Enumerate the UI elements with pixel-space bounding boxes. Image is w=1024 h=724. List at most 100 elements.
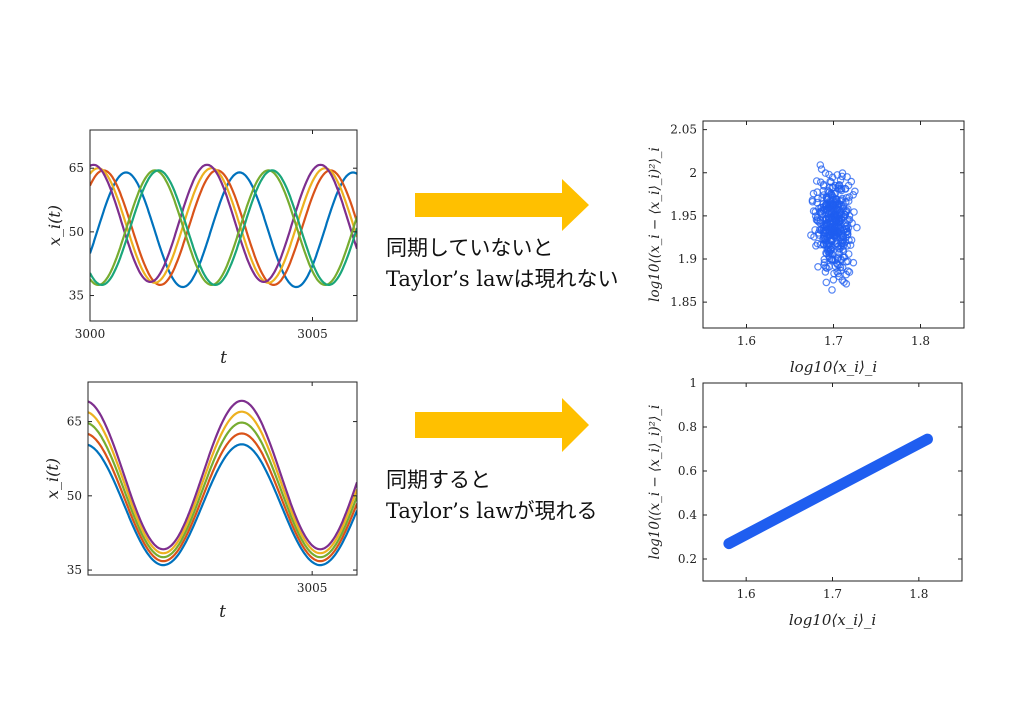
axes-frame [702, 382, 963, 582]
caption-synced-line1: 同期すると [386, 468, 491, 492]
scatter-point [821, 169, 830, 177]
scatter-point [813, 188, 822, 196]
x-tick-label: 1.8 [909, 587, 928, 601]
scatter-point [843, 173, 851, 181]
scatter-point [828, 183, 836, 192]
x-axis-label: log10⟨x_i⟩_i [790, 358, 877, 376]
y-tick-label: 1.85 [670, 295, 697, 309]
scatter-point [842, 194, 851, 202]
y-axis-label: log10⟨(x_i − ⟨x_i⟩_i)²⟩_i [647, 147, 663, 302]
y-tick-label: 50 [69, 225, 84, 239]
scatter-point [836, 185, 845, 194]
y-tick-label: 0.8 [678, 420, 697, 434]
scatter-point [821, 268, 830, 276]
caption-synced-line2: Taylor’s lawが現れる [386, 499, 598, 523]
y-tick-label: 2 [689, 166, 697, 180]
scatter-point [847, 236, 856, 244]
timeseries-plot-synced: 35 50 65 3005 t x_i(t) [43, 381, 358, 622]
x-axis-label: log10⟨x_i⟩_i [789, 611, 876, 629]
series-line-3 [88, 410, 357, 555]
scatter-point [831, 212, 839, 221]
scatter-point [808, 196, 817, 205]
scatter-point [842, 270, 851, 279]
scatter-point [828, 286, 836, 294]
x-tick-label: 3005 [297, 581, 328, 595]
y-tick-label: 35 [69, 289, 84, 303]
right-arrow-top [415, 179, 589, 231]
scatter-point [831, 225, 839, 234]
scatter-point [827, 245, 835, 254]
scatter-point [829, 229, 837, 237]
scatter-point [836, 220, 844, 229]
caption-unsynced: 同期していないと Taylor’s lawは現れない [386, 233, 619, 295]
scatter-point [812, 177, 821, 185]
x-tick-label: 3005 [297, 327, 328, 341]
scatter-point [853, 223, 861, 232]
scatter-point [846, 241, 855, 249]
y-tick-label: 50 [67, 489, 82, 503]
caption-unsynced-line2: Taylor’s lawは現れない [386, 267, 619, 291]
y-tick-label: 0.4 [678, 508, 697, 522]
series-line-0 [88, 443, 357, 567]
scatter-point [841, 185, 850, 193]
scatter-point [816, 161, 825, 169]
scatter-point [811, 212, 820, 221]
scatter-point [840, 239, 848, 248]
y-tick-label: 1 [689, 376, 697, 390]
scatter-point [820, 258, 829, 267]
scatter-point [819, 200, 828, 208]
scatter-point [825, 249, 834, 258]
scatter-point [844, 216, 852, 225]
x-tick-label: 1.6 [737, 587, 756, 601]
x-axis-label: t [220, 348, 227, 368]
scatter-point-band [723, 433, 933, 550]
y-axis-label: x_i(t) [43, 458, 62, 499]
y-tick-label: 0.6 [678, 464, 697, 478]
scatter-point [821, 215, 829, 224]
scatter-point [836, 176, 845, 184]
y-tick-label: 2.05 [670, 123, 697, 137]
scatter-point [827, 190, 836, 199]
y-tick-label: 65 [67, 415, 82, 429]
scatter-point [817, 203, 826, 212]
scatter-point [812, 242, 820, 250]
x-axis-label: t [219, 602, 226, 622]
scatter-point [821, 263, 830, 272]
series-line-1 [88, 432, 357, 563]
axes-frame [87, 381, 358, 576]
scatter-point [814, 229, 823, 237]
taylor-scatter-synced: 0.2 0.4 0.6 0.8 1 1.6 1.7 1.8 log10⟨x_i⟩_i log10⟨… [647, 376, 963, 629]
series-line-3 [90, 163, 357, 283]
scatter-point [847, 177, 856, 186]
axes-frame [89, 129, 358, 322]
scatter-point [850, 208, 858, 216]
series-line-2 [88, 421, 357, 559]
scatter-point [838, 172, 846, 181]
y-tick-label: 1.95 [670, 209, 697, 223]
series-line-2 [90, 167, 357, 284]
scatter-point [838, 169, 847, 177]
scatter-point [835, 249, 844, 257]
y-axis-label: x_i(t) [45, 205, 64, 246]
scatter-point [851, 187, 859, 196]
x-tick-label: 3000 [75, 327, 106, 341]
plot-area [90, 163, 357, 289]
y-tick-label: 0.2 [678, 552, 697, 566]
scatter-point [816, 178, 825, 187]
scatter-point [841, 198, 850, 206]
x-tick-label: 1.7 [824, 334, 843, 348]
scatter-point [817, 165, 826, 174]
scatter-point [813, 216, 822, 225]
scatter-point [825, 254, 834, 263]
scatter-point [830, 269, 838, 278]
scatter-point [827, 256, 836, 264]
timeseries-plot-unsynced: 35 50 65 3000 3005 t x_i(t) [45, 129, 358, 368]
scatter-point [838, 276, 847, 285]
y-tick-label: 35 [67, 563, 82, 577]
scatter-point [820, 255, 829, 264]
scatter-point [807, 231, 815, 240]
taylor-scatter-unsynced: 1.85 1.9 1.95 2 2.05 1.6 1.7 1.8 log10⟨x_i⟩_i log… [647, 120, 965, 376]
scatter-point [849, 191, 858, 199]
scatter-point [840, 278, 848, 286]
